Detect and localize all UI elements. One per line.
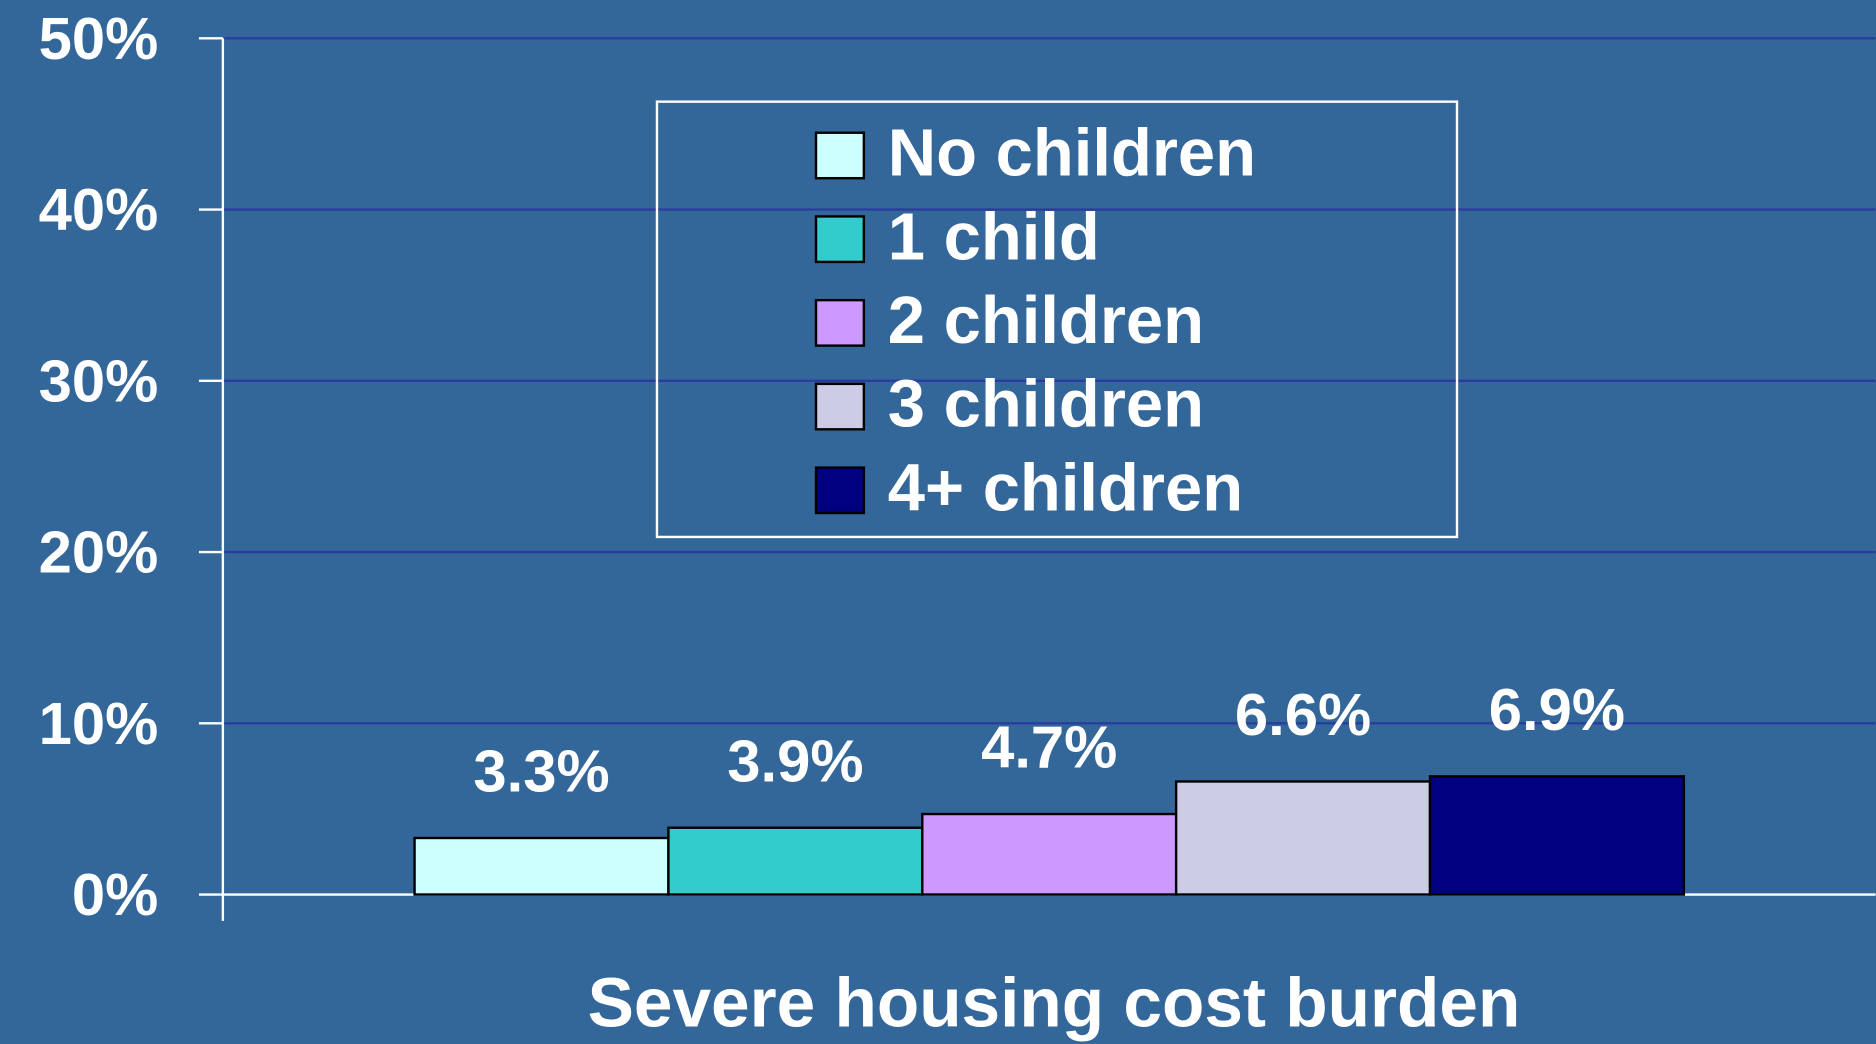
bar	[413, 836, 670, 896]
legend-swatch	[814, 215, 866, 264]
bar	[1174, 780, 1432, 896]
data-label: 4.7%	[981, 714, 1117, 781]
y-tick-label: 50%	[39, 5, 159, 72]
legend-box	[655, 100, 1459, 539]
data-label: 3.9%	[727, 727, 863, 794]
bar	[667, 826, 924, 896]
data-label: 3.3%	[473, 738, 609, 805]
y-tick-label: 20%	[39, 519, 159, 586]
y-tick-label: 40%	[39, 176, 159, 243]
legend-label: 4+ children	[888, 450, 1243, 525]
data-label: 6.9%	[1489, 676, 1625, 743]
legend-swatch	[814, 298, 866, 347]
y-tick-label: 10%	[39, 690, 159, 757]
legend-label: 1 child	[888, 199, 1100, 274]
bar	[921, 812, 1178, 896]
legend-swatch	[814, 466, 866, 515]
legend-label: No children	[888, 116, 1256, 191]
bar	[1428, 775, 1686, 896]
legend-label: 3 children	[888, 367, 1204, 442]
y-tick-label: 0%	[72, 861, 158, 928]
legend-swatch	[814, 131, 866, 180]
legend-swatch	[814, 382, 866, 431]
legend-label: 2 children	[888, 283, 1204, 358]
y-tick-label: 30%	[39, 347, 159, 414]
x-tick-label: Severe housing cost burden	[588, 963, 1521, 1041]
data-label: 6.6%	[1235, 681, 1371, 748]
